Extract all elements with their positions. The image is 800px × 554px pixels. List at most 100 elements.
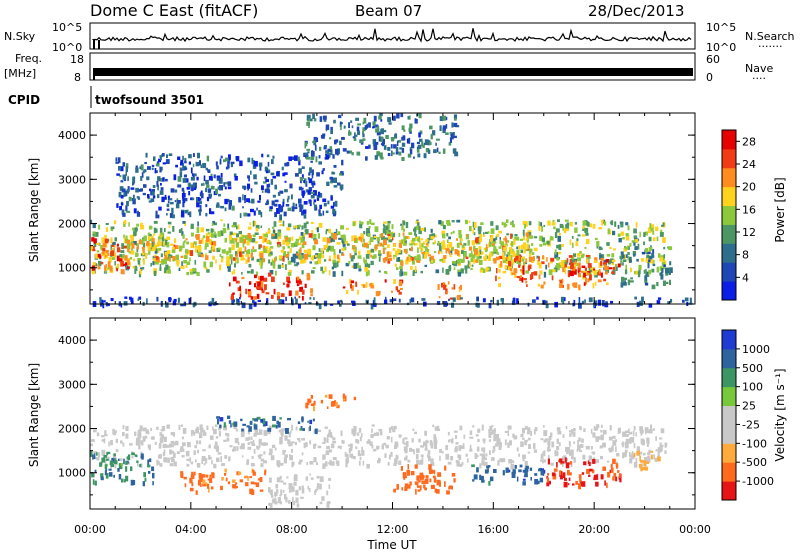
nsearch-tick-bottom: 10^0	[706, 41, 736, 54]
data-region	[268, 473, 332, 508]
colorbar-tick-label: 24	[742, 158, 756, 171]
colorbar-segment	[722, 405, 736, 425]
frequency-strip	[89, 52, 696, 81]
power-panel: 1000 2000 3000 4000	[58, 112, 696, 310]
data-region	[493, 254, 609, 291]
colorbar-segment	[722, 148, 736, 169]
velocity-colorbar: 1000 500 100 25 -25 -100 -500 -1000	[721, 329, 774, 501]
colorbar-segment	[722, 424, 736, 444]
colorbar-segment	[722, 348, 736, 369]
colorbar-tick-label: -500	[742, 456, 767, 469]
cpid-value: twofsound 3501	[95, 93, 204, 107]
x-tick-label: 20:00	[578, 523, 610, 536]
velocity-colorbar-label: Velocity [m s⁻¹]	[773, 368, 787, 461]
data-region	[342, 279, 404, 297]
data-region	[180, 468, 267, 496]
x-tick-label: 00:00	[679, 523, 711, 536]
nave-legend-dots: ····	[752, 72, 766, 85]
colorbar-segment	[722, 330, 736, 350]
colorbar-tick-label: 500	[742, 362, 763, 375]
colorbar-tick-label: -25	[742, 418, 760, 431]
station-title: Dome C East (fitACF)	[90, 1, 258, 20]
noise-strip	[89, 22, 696, 50]
date-title: 28/Dec/2013	[588, 2, 684, 20]
y-tick-label: 1000	[58, 262, 86, 275]
y-tick-label: 1000	[58, 467, 86, 480]
data-region	[90, 451, 155, 487]
panel-frame	[89, 317, 696, 510]
power-ylabel: Slant Range [km]	[27, 158, 41, 262]
noise-trace	[92, 28, 692, 43]
x-tick-label: 04:00	[175, 523, 207, 536]
data-region	[471, 464, 546, 486]
colorbar-tick-label: -1000	[742, 475, 774, 488]
data-region	[437, 281, 462, 301]
data-region	[633, 450, 661, 472]
freq-tick-top: 18	[70, 53, 84, 66]
colorbar-segment	[722, 205, 736, 225]
velocity-ylabel: Slant Range [km]	[27, 363, 41, 467]
nsearch-label: N.Search	[745, 30, 795, 43]
freq-tick-bottom: 8	[74, 71, 81, 84]
x-tick-label: 08:00	[276, 523, 308, 536]
panel-frame	[89, 112, 696, 305]
y-tick-label: 3000	[58, 173, 86, 186]
colorbar-tick-label: 8	[742, 249, 749, 262]
colorbar-segment	[722, 367, 736, 388]
colorbar-segment	[722, 167, 736, 188]
freq-label-line2: [MHz]	[4, 67, 36, 80]
velocity-panel: 1000 2000 3000 4000 00:00 04:00 08:00 12:00 16:0…	[58, 317, 711, 536]
nsearch-legend-dots: ·······	[758, 40, 782, 53]
data-region	[117, 232, 534, 267]
colorbar-segment	[722, 462, 736, 482]
colorbar-segment	[722, 243, 736, 263]
nsearch-tick-top: 10^5	[706, 21, 736, 34]
time-axis-label: Time UT	[366, 538, 417, 552]
nsky-label: N.Sky	[4, 30, 36, 43]
colorbar-tick-label: 20	[742, 181, 756, 194]
colorbar-tick-label: 12	[742, 226, 756, 239]
data-region	[620, 246, 673, 290]
nsky-tick-bottom: 10^0	[52, 41, 82, 54]
colorbar-tick-label: 16	[742, 203, 756, 216]
colorbar-tick-label: 28	[742, 135, 756, 148]
data-region	[569, 262, 621, 278]
y-tick-label: 4000	[58, 334, 86, 347]
colorbar-segment	[722, 443, 736, 463]
nave-tick-bottom: 0	[706, 71, 713, 84]
data-region	[546, 457, 622, 490]
y-tick-label: 2000	[58, 423, 86, 436]
data-region	[91, 237, 130, 275]
data-region	[393, 464, 456, 495]
colorbar-segment	[722, 281, 736, 301]
colorbar-segment	[722, 386, 736, 407]
colorbar-segment	[722, 186, 736, 207]
y-tick-label: 4000	[58, 129, 86, 142]
frequency-band	[93, 68, 693, 76]
data-region	[115, 152, 344, 221]
data-region	[305, 393, 357, 412]
data-region	[304, 113, 460, 163]
colorbar-segment	[722, 481, 736, 501]
x-tick-label: 16:00	[477, 523, 509, 536]
beam-title: Beam 07	[355, 2, 422, 20]
colorbar-tick-label: -100	[742, 437, 767, 450]
data-region	[216, 415, 318, 435]
data-region	[228, 272, 313, 301]
colorbar-tick-label: 1000	[742, 343, 770, 356]
colorbar-tick-label: 100	[742, 381, 763, 394]
power-colorbar: 4 8 12 16 20 24 28	[721, 129, 756, 301]
colorbar-segment	[722, 224, 736, 244]
y-tick-label: 2000	[58, 218, 86, 231]
power-colorbar-label: Power [dB]	[773, 177, 787, 242]
colorbar-tick-label: 25	[742, 400, 756, 413]
colorbar-segment	[722, 262, 736, 282]
colorbar-tick-label: 4	[742, 271, 749, 284]
data-region	[90, 424, 668, 470]
x-tick-label: 12:00	[377, 523, 409, 536]
cpid-label: CPID	[8, 93, 40, 107]
colorbar-segment	[722, 130, 736, 150]
nave-tick-top: 60	[706, 53, 720, 66]
nsky-tick-top: 10^5	[52, 21, 82, 34]
